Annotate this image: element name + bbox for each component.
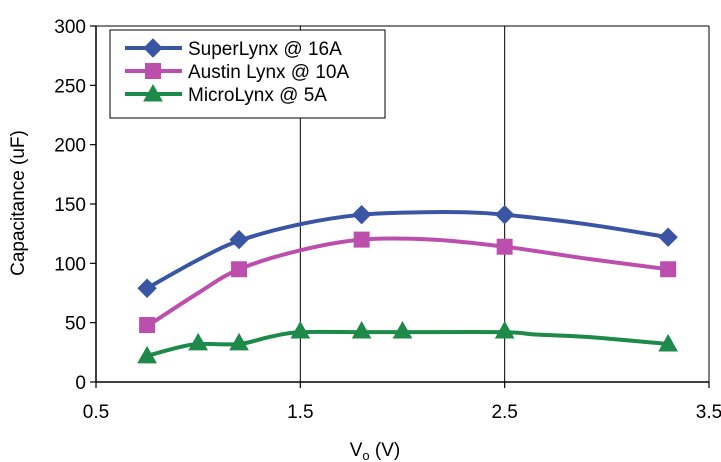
legend-marker-triangle: [143, 83, 163, 102]
data-point-diamond: [494, 204, 515, 225]
series-line: [145, 210, 671, 291]
y-tick-label: 50: [65, 314, 86, 335]
y-tick-label: 150: [54, 195, 86, 216]
x-axis-ticks: 0.5 1.5 2.5 3.5: [83, 382, 721, 423]
y-tick-label: 100: [54, 254, 86, 275]
data-point-diamond: [229, 229, 249, 250]
series-layer: [137, 204, 678, 364]
legend-label: SuperLynx @ 16A: [188, 39, 342, 60]
data-point-triangle: [188, 332, 209, 351]
series-line: [145, 236, 671, 329]
data-point-triangle: [494, 320, 515, 339]
x-tick-label: 1.5: [287, 402, 313, 423]
data-point-triangle: [351, 320, 372, 339]
x-axis-title-unit: (V): [370, 440, 401, 461]
data-point-diamond: [137, 278, 157, 298]
legend-label: MicroLynx @ 5A: [188, 85, 327, 106]
data-point-triangle: [658, 334, 678, 352]
series-2: [139, 231, 677, 334]
data-point-square: [496, 238, 513, 255]
y-axis-ticks: 0 50 100 150 200 250 300: [54, 17, 96, 394]
data-point-square: [139, 317, 156, 334]
series-1: [137, 204, 678, 298]
x-tick-label: 0.5: [83, 402, 109, 423]
x-tick-label: 3.5: [696, 402, 721, 423]
data-point-triangle: [392, 320, 413, 339]
data-point-square: [660, 261, 677, 278]
y-tick-label: 300: [54, 17, 86, 38]
data-point-triangle: [229, 332, 249, 351]
legend-marker-square: [145, 63, 161, 79]
x-axis-title-subscript: o: [362, 448, 369, 462]
data-point-square: [231, 261, 248, 278]
x-tick-label: 2.5: [491, 402, 517, 423]
data-point-diamond: [658, 227, 678, 247]
legend-marker-diamond: [143, 38, 163, 58]
x-axis-title: Vo (V): [350, 440, 401, 462]
y-tick-label: 250: [54, 76, 86, 97]
y-tick-label: 0: [75, 373, 86, 394]
y-tick-label: 200: [54, 136, 86, 157]
legend-label: Austin Lynx @ 10A: [188, 62, 349, 83]
legend-item: SuperLynx @ 16A: [125, 38, 342, 60]
x-axis-title-main: V: [350, 440, 363, 461]
legend-item: MicroLynx @ 5A: [125, 83, 327, 106]
data-point-triangle: [137, 345, 157, 364]
data-point-diamond: [351, 204, 372, 225]
series-3: [137, 320, 678, 364]
data-point-triangle: [290, 320, 311, 339]
data-point-square: [353, 231, 370, 248]
legend-item: Austin Lynx @ 10A: [125, 62, 349, 83]
y-axis-title: Capacitance (uF): [8, 130, 29, 276]
